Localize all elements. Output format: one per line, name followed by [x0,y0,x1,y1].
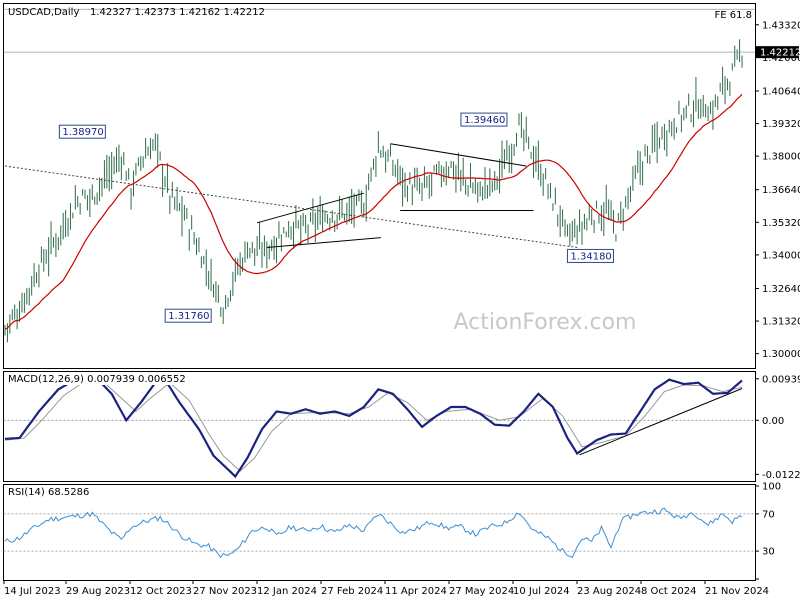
price-tick-label: 1.32640 [762,284,800,295]
macd-axis: 0.009391 0.00 -0.012225 [755,374,800,481]
date-tick-label: 27 Feb 2024 [321,586,383,597]
moving-average-line [4,93,743,330]
ohlc-values-label: 1.42327 1.42373 1.42162 1.42212 [90,7,265,18]
trendlines [3,8,755,248]
price-tick-label: 1.38000 [762,152,800,163]
macd-panel-frame [3,371,756,482]
rsi-indicator-label: RSI(14) 68.5286 [8,487,89,498]
date-tick-label: 11 Apr 2024 [385,586,447,597]
price-tick-label: 1.30000 [762,349,800,360]
rsi-label-bg [5,485,105,498]
pivot-label: 1.34180 [570,251,611,262]
date-tick-label: 8 Oct 2024 [641,586,696,597]
macd-lines [3,377,755,479]
price-axis: 1.43320 1.42000 1.40640 1.39320 1.38000 1.366… [755,20,800,360]
pivot-label-box [164,308,212,323]
pivot-label: 1.31760 [168,311,209,322]
date-tick-label: 14 Jul 2023 [4,586,61,597]
channel-upper-line [256,192,364,224]
macd-tick-label: 0.009391 [762,374,800,385]
rsi-panel-frame [3,484,756,581]
price-tick-label: 1.31320 [762,317,800,328]
price-annotations: 1.38970 1.31760 1.39460 1.34180 [58,112,614,323]
price-tick-label: 1.39320 [762,119,800,130]
date-tick-label: 12 Jan 2024 [257,586,317,597]
pivot-label-box [460,112,508,127]
date-tick-label: 12 Oct 2023 [130,586,192,597]
long-term-dotted-trendline [4,165,578,248]
fib-extension-label: FE 61.8 [714,10,752,21]
pivot-label: 1.38970 [62,127,103,138]
macd-tick-label: 0.00 [762,416,784,427]
rsi-axis: 100 70 30 [755,482,781,580]
date-axis: 14 Jul 2023 29 Aug 2023 12 Oct 2023 27 Nov … [3,580,769,597]
wedge-upper-line [390,143,527,167]
date-tick-label: 27 Nov 2023 [193,586,257,597]
macd-label-bg [5,372,173,385]
symbol-timeframe-label: USDCAD,Daily [8,7,79,18]
date-tick-label: 27 May 2024 [449,586,514,597]
moving-average [4,93,743,330]
price-tick-label: 1.35320 [762,218,800,229]
price-tick-label: 1.43320 [762,20,800,31]
price-tick-label: 1.36640 [762,185,800,196]
rsi-main-line [4,507,743,559]
watermark: ActionForex.com [454,310,637,335]
pivot-label: 1.39460 [464,115,505,126]
price-tick-label: 1.34000 [762,250,800,261]
rsi-tick-label: 100 [762,482,781,493]
rsi-line [3,507,755,559]
date-tick-label: 10 Jul 2024 [513,586,570,597]
price-tick-label: 1.40640 [762,86,800,97]
date-tick-label: 23 Aug 2024 [577,586,641,597]
pivot-label-box [58,124,106,139]
macd-signal-line [4,379,743,472]
rsi-tick-label: 70 [762,509,775,520]
pivot-label-box [566,248,614,263]
macd-main-line [4,377,743,479]
current-price-tag-bg [756,46,799,59]
current-price-tag: 1.42212 [760,48,800,59]
price-bars [4,39,743,343]
price-panel-frame [3,3,756,369]
date-tick-label: 29 Aug 2023 [66,586,130,597]
channel-lower-line [266,237,381,248]
date-tick-label: 21 Nov 2024 [705,586,769,597]
price-tick-label: 1.42000 [762,53,800,64]
rsi-tick-label: 30 [762,547,775,558]
macd-trendline [579,388,743,456]
macd-indicator-label: MACD(12,26,9) 0.007939 0.006552 [8,374,186,385]
macd-tick-label: -0.012225 [762,470,800,481]
